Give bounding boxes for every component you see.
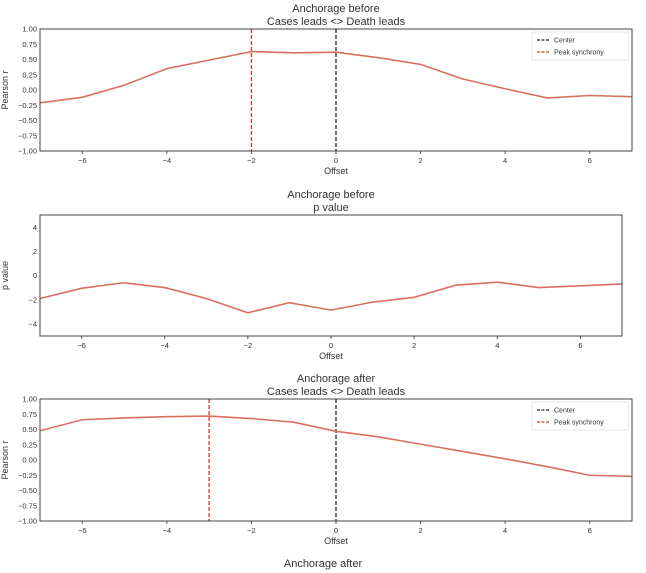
y-tick-label: −1.00 bbox=[18, 517, 37, 526]
plot-frame bbox=[39, 398, 633, 522]
x-tick-label: 4 bbox=[503, 156, 507, 165]
chart-title: p value bbox=[313, 202, 348, 214]
x-tick-label: 2 bbox=[412, 341, 416, 350]
x-tick-label: −6 bbox=[78, 156, 87, 165]
y-tick-label: 1.00 bbox=[22, 395, 37, 404]
y-tick-label: −0.25 bbox=[18, 101, 37, 110]
x-tick-label: −2 bbox=[247, 156, 256, 165]
y-tick-label: 0.75 bbox=[22, 40, 37, 49]
legend: Center Peak synchrony bbox=[531, 31, 629, 61]
x-tick-label: 0 bbox=[334, 526, 338, 535]
x-tick-label: 6 bbox=[578, 341, 582, 350]
legend-label: Peak synchrony bbox=[554, 50, 604, 57]
y-tick-label: −0.75 bbox=[18, 131, 37, 140]
y-tick-label: −4 bbox=[28, 320, 37, 329]
x-tick-label: 6 bbox=[588, 156, 592, 165]
y-tick-label: 0.50 bbox=[22, 55, 37, 64]
x-tick-label: −6 bbox=[78, 526, 87, 535]
y-tick-label: 1.00 bbox=[22, 25, 37, 34]
y-tick-label: 0.50 bbox=[22, 425, 37, 434]
x-axis-label: Offset bbox=[324, 536, 348, 546]
y-tick-label: −0.75 bbox=[18, 501, 37, 510]
x-axis-label: Offset bbox=[324, 166, 348, 176]
x-tick-label: 2 bbox=[418, 526, 422, 535]
plot-frame bbox=[39, 28, 633, 152]
y-tick-label: 0.75 bbox=[22, 410, 37, 419]
x-tick-label: −4 bbox=[160, 341, 169, 350]
legend: Center Peak synchrony bbox=[531, 401, 629, 431]
chart-title: Anchorage before bbox=[287, 189, 374, 201]
y-tick-label: −0.50 bbox=[18, 116, 37, 125]
y-tick-label: −1.00 bbox=[18, 147, 37, 156]
y-tick-label: 2 bbox=[33, 247, 37, 256]
y-axis-label: Pearson r bbox=[0, 440, 10, 479]
y-axis-label: Pearson r bbox=[0, 70, 10, 109]
y-tick-label: 4 bbox=[33, 223, 37, 232]
legend-label: Center bbox=[554, 408, 576, 415]
chart-title: Cases leads <> Death leads bbox=[267, 16, 406, 28]
x-tick-label: −4 bbox=[163, 526, 172, 535]
chart-title: Anchorage after bbox=[297, 373, 376, 385]
y-tick-label: −2 bbox=[28, 295, 37, 304]
x-tick-label: 2 bbox=[418, 156, 422, 165]
x-axis-label: Offset bbox=[319, 351, 343, 361]
x-tick-label: 4 bbox=[495, 341, 499, 350]
y-axis-label: p value bbox=[0, 261, 10, 290]
y-tick-label: −0.25 bbox=[18, 471, 37, 480]
x-tick-label: −4 bbox=[163, 156, 172, 165]
x-tick-label: −6 bbox=[77, 341, 86, 350]
x-tick-label: 4 bbox=[503, 526, 507, 535]
y-tick-label: 0.00 bbox=[22, 86, 37, 95]
x-tick-label: 6 bbox=[588, 526, 592, 535]
chart-title: Anchorage before bbox=[292, 3, 379, 15]
y-tick-label: 0.25 bbox=[22, 440, 37, 449]
y-tick-label: 0.00 bbox=[22, 456, 37, 465]
series-line bbox=[39, 281, 623, 314]
legend-label: Peak synchrony bbox=[554, 420, 604, 427]
x-tick-label: 0 bbox=[329, 341, 333, 350]
legend-label: Center bbox=[554, 38, 576, 45]
x-tick-label: −2 bbox=[244, 341, 253, 350]
y-tick-label: 0.25 bbox=[22, 70, 37, 79]
chart-title: Cases leads <> Death leads bbox=[267, 386, 406, 398]
plot-frame bbox=[39, 214, 623, 337]
next-chart-title: Anchorage after bbox=[283, 558, 363, 570]
x-tick-label: 0 bbox=[334, 156, 338, 165]
y-tick-label: −0.50 bbox=[18, 486, 37, 495]
y-tick-label: 0 bbox=[33, 271, 37, 280]
x-tick-label: −2 bbox=[247, 526, 256, 535]
